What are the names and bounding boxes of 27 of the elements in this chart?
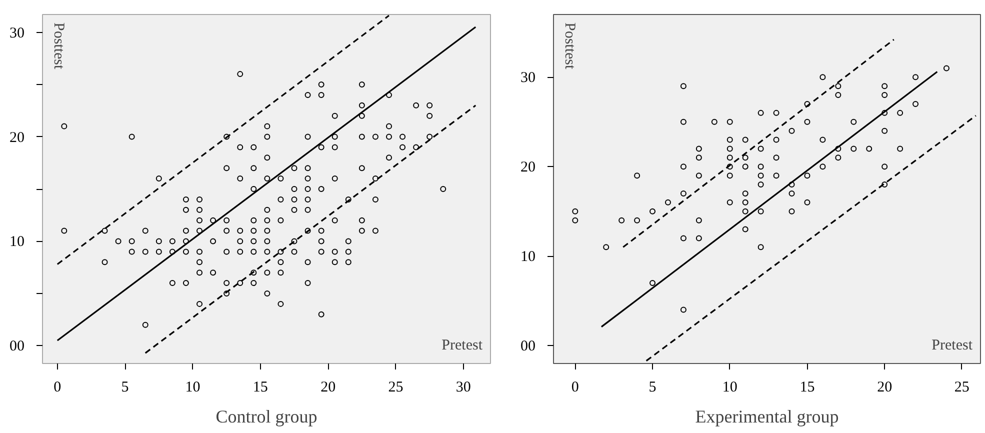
x-tick-label: 5 <box>648 380 656 396</box>
x-tick-label: 20 <box>877 380 892 396</box>
x-tick-label: 30 <box>456 380 471 396</box>
x-tick-label: 25 <box>388 380 404 396</box>
y-tick-label: 10 <box>10 234 24 250</box>
x-tick-label: 10 <box>185 380 200 396</box>
annotation: Pretest <box>442 338 484 354</box>
y-tick-label: 30 <box>520 70 536 86</box>
x-axis-title: Experimental group <box>695 406 839 426</box>
y-tick-label: 20 <box>10 130 24 146</box>
y-tick-label: 00 <box>520 338 536 355</box>
y-tick-label: 30 <box>10 25 24 42</box>
x-tick-label: 15 <box>252 380 268 396</box>
y-tick-label: 00 <box>10 338 24 355</box>
annotation: Posttest <box>562 22 578 70</box>
y-tick-label: 20 <box>520 160 536 176</box>
x-tick-label: 0 <box>571 380 579 396</box>
x-tick-label: 25 <box>954 380 970 396</box>
y-tick-label: 10 <box>520 249 536 266</box>
annotation: Pretest <box>932 338 974 354</box>
x-tick-label: 10 <box>722 380 738 396</box>
x-tick-label: 15 <box>800 380 815 396</box>
x-axis-title: Control group <box>216 406 318 426</box>
x-tick-label: 5 <box>121 380 129 396</box>
annotation: Posttest <box>50 22 66 70</box>
x-tick-label: 0 <box>54 380 62 396</box>
x-tick-label: 20 <box>320 380 336 396</box>
